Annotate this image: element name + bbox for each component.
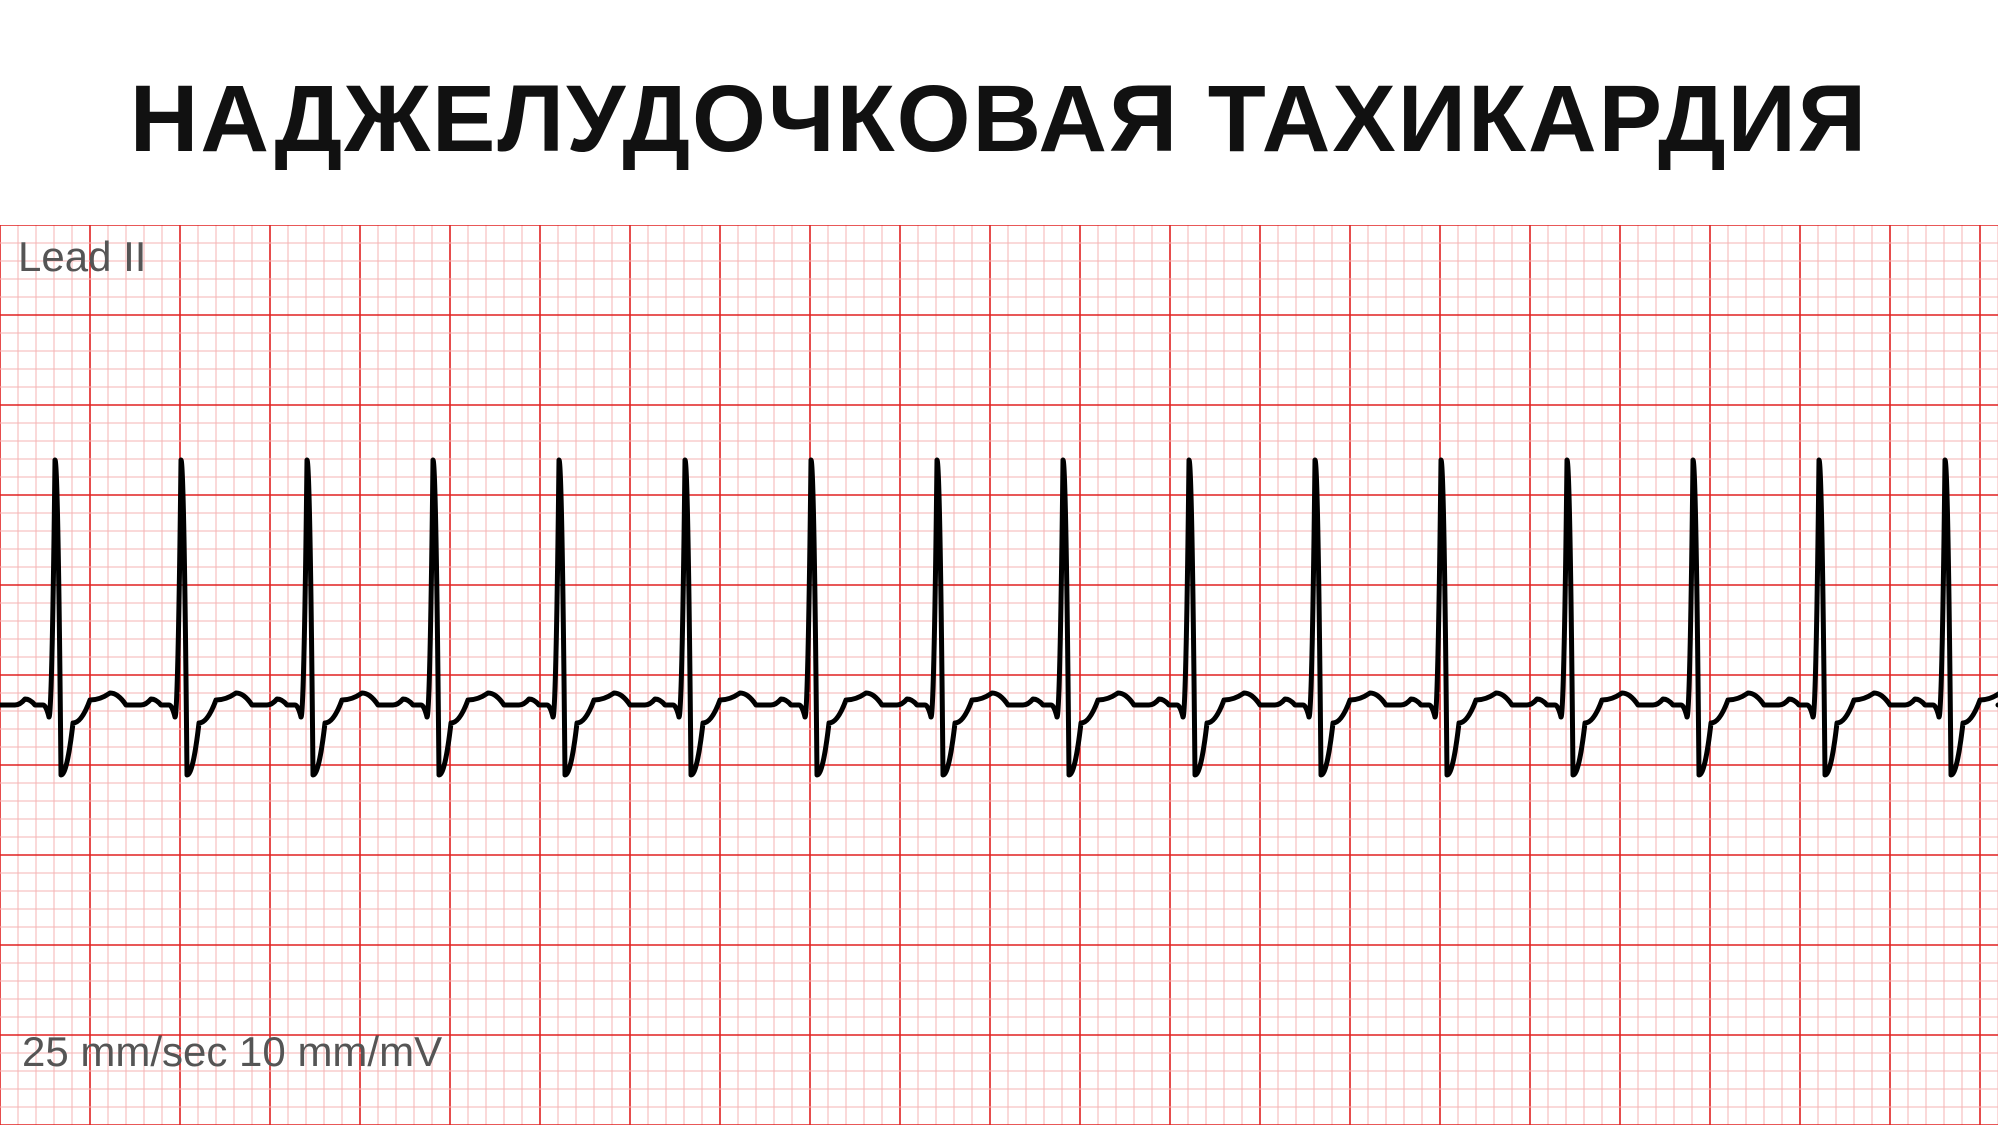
calibration-label: 25 mm/sec 10 mm/mV	[22, 1028, 442, 1076]
ecg-strip	[0, 225, 1998, 1125]
lead-label: Lead II	[18, 233, 146, 281]
diagnosis-title: НАДЖЕЛУДОЧКОВАЯ ТАХИКАРДИЯ	[0, 65, 1998, 174]
